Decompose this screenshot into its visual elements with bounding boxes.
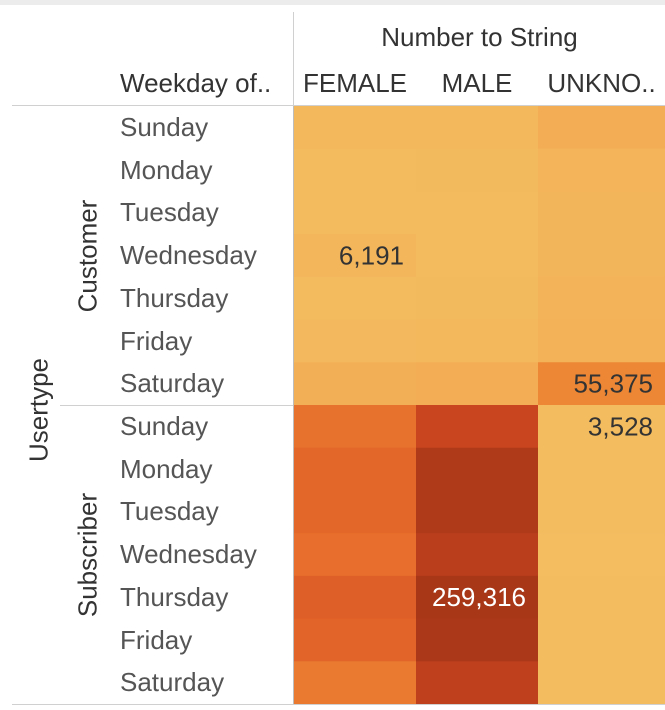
row-label-subscriber-monday[interactable]: Monday [120,453,213,484]
heatmap-cell[interactable] [416,106,538,150]
group-label-subscriber-text: Subscriber [72,492,103,618]
usertype-axis-label[interactable]: Usertype [18,300,60,520]
heatmap-cell[interactable] [416,447,538,491]
heatmap-cell[interactable] [294,618,416,662]
heatmap-cell[interactable] [416,490,538,534]
column-header-unknown[interactable]: UNKNO.. [547,68,656,98]
row-label-subscriber-sunday[interactable]: Sunday [120,411,209,441]
heatmap-cell[interactable] [538,661,665,704]
heatmap-cell[interactable] [538,191,665,235]
heatmap-cell[interactable] [416,319,538,363]
row-label-subscriber-friday[interactable]: Friday [120,624,193,655]
row-label-customer-tuesday[interactable]: Tuesday [120,197,219,228]
heatmap-cell[interactable] [538,618,665,662]
heatmap-cell[interactable] [416,661,538,704]
heatmap-cell[interactable] [294,191,416,235]
heatmap-cell[interactable] [294,106,416,150]
row-field-header[interactable]: Weekday of.. [120,68,272,98]
cell-value-label: 6,191 [339,241,404,271]
grid-left-border [293,106,294,704]
heatmap-cell[interactable] [538,447,665,491]
heatmap-cell[interactable] [294,319,416,363]
heatmap-cell[interactable] [416,191,538,235]
heatmap-cell[interactable] [294,276,416,321]
heatmap-cell[interactable] [294,447,416,491]
heatmap-cell[interactable] [416,362,538,406]
heatmap-cell[interactable] [294,148,416,192]
heatmap-cell[interactable] [416,276,538,321]
heatmap-cell[interactable] [416,234,538,278]
row-label-customer-friday[interactable]: Friday [120,325,193,356]
heatmap-cell[interactable] [294,405,416,449]
group-label-customer[interactable]: Customer [66,106,110,406]
row-label-subscriber-saturday[interactable]: Saturday [120,667,225,698]
cell-value-label: 55,375 [573,369,653,399]
heatmap-cell[interactable] [538,106,665,150]
header-divider [293,12,294,106]
heatmap-cell[interactable] [416,575,538,620]
heatmap-cell[interactable] [538,362,665,406]
row-label-subscriber-tuesday[interactable]: Tuesday [120,496,219,527]
heatmap-cell[interactable] [538,575,665,620]
heatmap-cell[interactable] [294,661,416,704]
heatmap-cell[interactable] [538,276,665,321]
row-label-customer-monday[interactable]: Monday [120,154,213,185]
heatmap-cell[interactable] [538,148,665,192]
heatmap-cell[interactable] [416,533,538,577]
row-label-subscriber-wednesday[interactable]: Wednesday [120,539,257,570]
group-label-customer-text: Customer [72,199,103,313]
column-header-male[interactable]: MALE [441,68,513,98]
heatmap-cell[interactable] [294,575,416,620]
heatmap-cell[interactable] [538,405,665,449]
row-label-customer-thursday[interactable]: Thursday [120,282,229,313]
usertype-axis-text: Usertype [23,357,54,463]
heatmap-cell[interactable] [538,234,665,278]
heatmap-cell[interactable] [294,234,416,278]
heatmap-cell[interactable] [294,490,416,534]
heatmap-cell[interactable] [294,533,416,577]
row-label-customer-sunday[interactable]: Sunday [120,112,209,142]
heatmap-cell[interactable] [416,618,538,662]
heatmap-cell[interactable] [538,319,665,363]
row-label-customer-saturday[interactable]: Saturday [120,368,225,399]
heatmap-grid: 6,191 55,375 3,528 259,316 [294,106,665,704]
heatmap-cell[interactable] [416,148,538,192]
heatmap-cell[interactable] [538,490,665,534]
top-band [0,0,665,5]
group-label-subscriber[interactable]: Subscriber [66,406,110,704]
heatmap-cell[interactable] [294,362,416,406]
cell-value-label: 259,316 [432,582,526,612]
row-label-customer-wednesday[interactable]: Wednesday [120,240,257,271]
heatmap-cell[interactable] [416,405,538,449]
table-bottom-rule [12,704,665,705]
column-header-female[interactable]: FEMALE [302,68,408,98]
row-label-subscriber-thursday[interactable]: Thursday [120,581,229,612]
cell-value-label: 3,528 [588,411,653,441]
header-bottom-rule [12,105,665,106]
heatmap-cell[interactable] [538,533,665,577]
column-group-title: Number to String [381,22,578,52]
